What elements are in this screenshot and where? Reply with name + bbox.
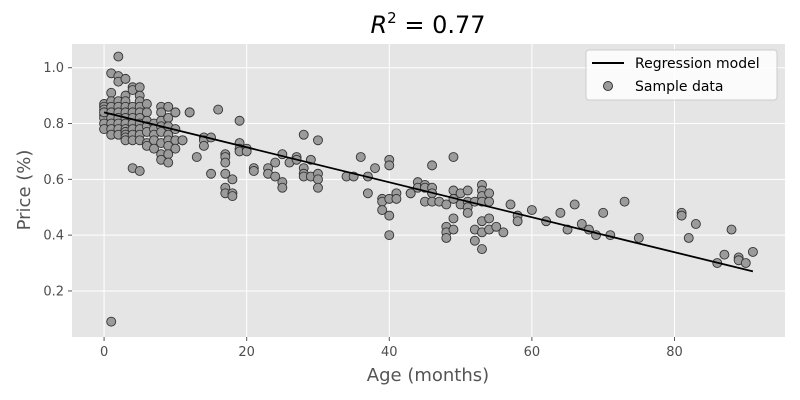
scatter-point (462, 207, 473, 218)
scatter-point (362, 188, 373, 199)
y-axis-label: Price (%) (14, 150, 35, 231)
scatter-point (526, 205, 537, 215)
regression-line-group (103, 111, 754, 273)
legend-label-regression: Regression model (635, 56, 760, 72)
x-tick-label: 60 (524, 345, 541, 360)
scatter-point (234, 115, 245, 126)
scatter-point (719, 249, 730, 260)
scatter-point (740, 258, 751, 269)
y-tick-label: 0.8 (43, 117, 64, 132)
scatter-point (370, 163, 380, 174)
scatter-point (191, 152, 202, 162)
scatter-point (170, 107, 181, 118)
scatter-point (270, 157, 281, 168)
scatter-point (277, 182, 288, 193)
x-tick-label: 20 (238, 345, 255, 360)
legend-box (585, 49, 778, 101)
y-tick-label: 0.6 (43, 173, 64, 188)
regression-line (103, 111, 754, 273)
scatter-point (469, 235, 480, 246)
scatter-point (384, 210, 395, 221)
scatter-point (448, 152, 459, 162)
scatter-point (462, 185, 473, 196)
scatter-point (512, 216, 523, 227)
scatter-point (227, 191, 238, 202)
legend-point-swatch (603, 81, 613, 91)
scatter-point (484, 213, 495, 224)
y-tick-label: 0.2 (43, 284, 64, 299)
chart-title: R2 = 0.77 (370, 9, 485, 39)
scatter-point (134, 82, 145, 93)
scatter-point (313, 182, 323, 193)
scatter-point (405, 188, 416, 199)
scatter-point (213, 104, 224, 115)
scatter-point (484, 188, 495, 199)
y-tick-labels: 0.2 0.4 0.6 0.8 1.0 (43, 61, 64, 299)
title-rest: = 0.77 (397, 11, 486, 39)
scatter-point (576, 219, 587, 229)
scatter-point (227, 174, 238, 185)
scatter-point (206, 168, 216, 179)
legend-label-sample: Sample data (635, 79, 723, 95)
scatter-point (141, 99, 152, 109)
scatter-point (198, 140, 209, 151)
scatter-point (569, 199, 580, 210)
scatter-point (448, 224, 459, 235)
scatter-point (491, 221, 502, 232)
scatter-point (384, 230, 395, 241)
scatter-point (134, 166, 145, 176)
scatter-point (220, 157, 231, 168)
scatter-point (384, 160, 395, 171)
scatter-point (676, 210, 687, 221)
scatter-point (619, 196, 630, 207)
scatter-point (377, 205, 388, 215)
scatter-point (298, 129, 309, 140)
scatter-point (106, 87, 117, 98)
scatter-point (163, 157, 174, 168)
scatter-point (598, 207, 609, 218)
x-tick-labels: 0 20 40 60 80 (100, 345, 683, 360)
scatter-point (726, 224, 737, 235)
scatter-point (555, 207, 566, 218)
scatter-point (498, 227, 509, 238)
scatter-point (163, 101, 174, 112)
scatter-point (484, 196, 495, 207)
scatter-point (633, 232, 644, 243)
scatter-point (170, 143, 181, 154)
scatter-point (427, 160, 438, 171)
y-tick-label: 0.4 (43, 229, 64, 244)
scatter-point (313, 135, 323, 146)
scatter-point (270, 171, 281, 182)
scatter-point (690, 219, 701, 229)
scatter-points (99, 51, 758, 327)
scatter-point (177, 135, 188, 146)
scatter-point (106, 316, 117, 327)
scatter-point (248, 166, 259, 176)
scatter-point (505, 199, 516, 210)
title-superscript: 2 (387, 9, 397, 27)
y-tick-label: 1.0 (43, 61, 64, 76)
scatter-point (184, 107, 195, 118)
x-axis-label: Age (months) (367, 365, 489, 386)
scatter-point (391, 193, 402, 204)
scatter-point (448, 213, 459, 224)
scatter-point (120, 73, 131, 84)
scatter-point (355, 152, 366, 162)
scatter-point (220, 168, 231, 179)
scatter-point (683, 232, 694, 243)
scatter-point (747, 246, 758, 257)
x-tick-label: 40 (381, 345, 398, 360)
scatter-point (441, 232, 452, 243)
scatter-point (141, 107, 152, 118)
scatter-point (149, 143, 159, 154)
legend: Regression model Sample data (585, 49, 778, 101)
x-tick-label: 0 (100, 345, 108, 360)
title-variable: R (370, 11, 387, 39)
scatter-point (113, 51, 124, 62)
scatter-point (313, 174, 323, 185)
x-tick-label: 80 (666, 345, 683, 360)
scatter-point (477, 244, 487, 255)
scatter-point (441, 199, 452, 210)
